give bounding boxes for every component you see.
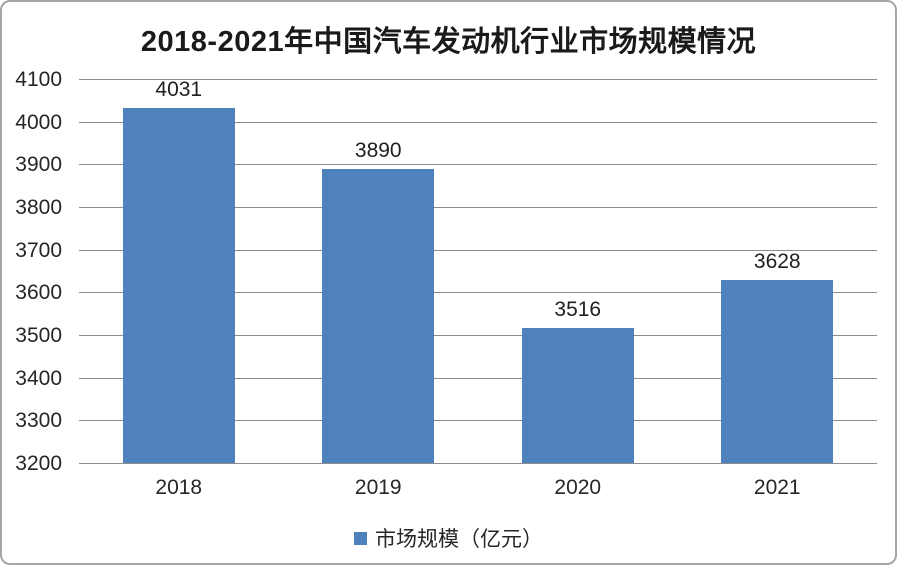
y-tick-label: 3300	[15, 409, 62, 433]
gridline	[79, 249, 877, 251]
bar-2019	[322, 168, 435, 463]
y-tick-label: 3400	[15, 366, 62, 390]
bar-2020	[521, 328, 634, 463]
y-tick-label: 3700	[15, 238, 62, 262]
legend-square-icon	[354, 531, 367, 545]
y-tick-label: 3200	[15, 452, 62, 475]
gridline	[79, 335, 877, 336]
gridline	[79, 420, 877, 422]
data-label-2020: 3516	[554, 298, 602, 322]
chart-title: 2018-2021年中国汽车发动机行业市场规模情况	[140, 26, 757, 58]
x-axis-line	[79, 463, 877, 464]
x-tick-label-2019: 2019	[354, 476, 402, 499]
legend: 市场规模（亿元）	[2, 523, 895, 553]
gridline	[79, 207, 877, 208]
y-tick-label: 3500	[15, 324, 62, 347]
bar-2018	[122, 108, 235, 463]
y-tick-label: 3800	[15, 196, 62, 219]
y-tick-label: 4000	[15, 110, 62, 134]
gridline	[79, 377, 877, 379]
data-label-2019: 3890	[354, 138, 402, 162]
x-tick-label-2020: 2020	[554, 476, 602, 499]
x-tick-label-2021: 2021	[753, 476, 801, 499]
gridline	[79, 79, 877, 80]
y-tick-label: 3900	[15, 153, 62, 177]
data-label-2021: 3628	[753, 250, 801, 274]
x-tick-label-2018: 2018	[155, 476, 203, 499]
legend-label: 市场规模（亿元）	[375, 528, 543, 551]
gridline	[79, 292, 877, 294]
data-label-2018: 4031	[155, 78, 203, 102]
gridline	[79, 121, 877, 123]
bar-2021	[721, 280, 834, 463]
plot-area: 4031 3890 3516 3628	[79, 78, 877, 464]
gridline	[79, 164, 877, 166]
y-tick-label: 4100	[15, 68, 62, 91]
y-tick-label: 3600	[15, 281, 62, 305]
